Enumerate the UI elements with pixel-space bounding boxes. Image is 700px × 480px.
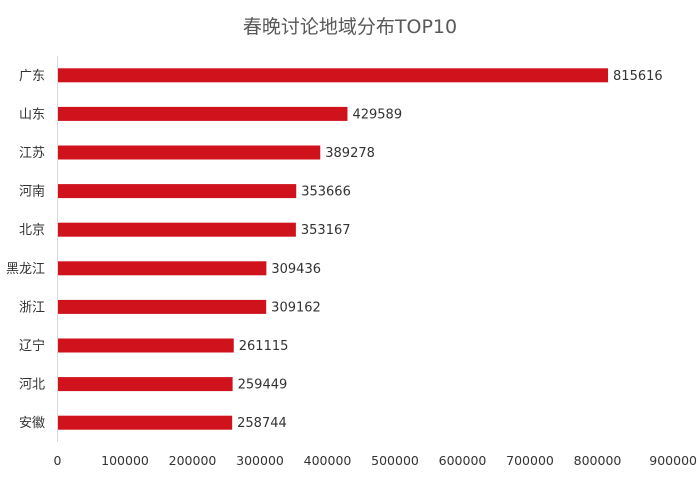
bars-layer: 广东 815616 山东 429589 江苏 389278 河南 353666 北京 353167…: [6, 68, 663, 431]
x-tick-label: 0: [54, 453, 62, 468]
x-tick-label: 700000: [506, 453, 554, 468]
bar: [57, 377, 233, 392]
bar: [57, 68, 609, 83]
category-label: 山东: [19, 107, 45, 122]
category-label: 黑龙江: [6, 262, 45, 277]
data-label: 259449: [238, 378, 288, 393]
bar: [57, 299, 267, 314]
x-axis-ticks: 0 100000 200000 300000 400000 500000 600000 700…: [54, 453, 698, 468]
category-label: 广东: [19, 69, 45, 84]
category-label: 河南: [19, 184, 45, 200]
x-tick-label: 200000: [169, 453, 217, 468]
chart-title: 春晚讨论地域分布TOP10: [243, 16, 457, 38]
data-label: 261115: [239, 339, 289, 354]
data-label: 815616: [613, 69, 663, 84]
data-label: 389278: [325, 146, 375, 161]
category-label: 北京: [19, 223, 45, 238]
data-label: 353167: [301, 223, 351, 238]
data-label: 353666: [301, 185, 351, 200]
bar: [57, 261, 267, 276]
bar: [57, 222, 296, 237]
category-label: 河北: [19, 378, 45, 393]
bar: [57, 184, 297, 199]
category-label: 安徽: [19, 416, 45, 431]
category-label: 浙江: [19, 300, 45, 315]
category-label: 辽宁: [19, 338, 45, 354]
x-tick-label: 900000: [649, 453, 697, 468]
x-tick-label: 800000: [574, 453, 622, 468]
x-tick-label: 500000: [371, 453, 419, 468]
data-label: 309436: [271, 262, 321, 277]
x-tick-label: 600000: [439, 453, 487, 468]
x-tick-label: 100000: [101, 453, 149, 468]
bar: [57, 106, 348, 121]
bar: [57, 145, 321, 160]
data-label: 429589: [352, 107, 402, 122]
bar: [57, 415, 233, 430]
category-label: 江苏: [19, 145, 45, 161]
bar: [57, 338, 234, 353]
data-label: 309162: [271, 300, 321, 315]
x-tick-label: 300000: [236, 453, 284, 468]
x-tick-label: 400000: [304, 453, 352, 468]
data-label: 258744: [237, 416, 287, 431]
